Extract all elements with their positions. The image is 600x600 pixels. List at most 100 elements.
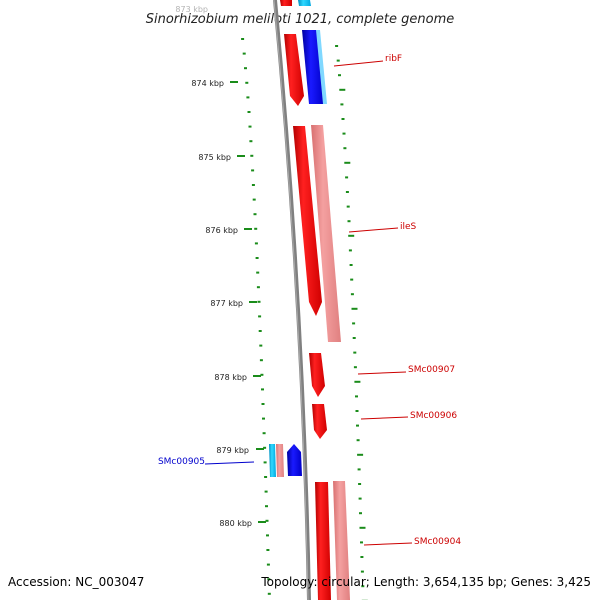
major-tick (253, 375, 261, 377)
kbp-label: 877 kbp (210, 299, 243, 308)
outer-minor-tick (339, 88, 346, 91)
kbp-axis: 873 kbp 874 kbp 875 kbp 876 kbp 877 kbp … (175, 5, 266, 528)
SMc00907-label[interactable]: SMc00907 (408, 365, 455, 375)
minor-tick (257, 300, 261, 303)
minor-tick (248, 125, 252, 128)
SMc00904-label[interactable]: SMc00904 (414, 537, 461, 547)
kbp-label: 880 kbp (219, 519, 252, 528)
gene-SMc00907[interactable] (309, 353, 325, 397)
ribF-connector (333, 60, 384, 67)
SMc00906-connector (360, 416, 409, 420)
minor-tick (249, 140, 253, 143)
minor-tick (251, 184, 255, 186)
gene-SMc00904[interactable] (315, 481, 350, 600)
SMc00906-label[interactable]: SMc00906 (410, 411, 457, 421)
outer-minor-tick (352, 322, 356, 325)
minor-tick (265, 505, 268, 508)
ileS-label[interactable]: ileS (400, 222, 417, 232)
outer-minor-tick (353, 351, 357, 354)
minor-tick (266, 534, 269, 537)
outer-minor-tick (357, 453, 364, 456)
outer-minor-tick (336, 59, 340, 62)
major-tick (237, 155, 245, 157)
outer-minor-tick (356, 424, 359, 427)
outer-minor-tick (358, 483, 362, 485)
minor-tick (241, 38, 245, 40)
minor-tick (242, 52, 246, 55)
minor-tick (264, 476, 268, 478)
minor-tick (251, 169, 255, 172)
outer-minor-tick (353, 366, 357, 369)
outer-minor-tick (359, 526, 366, 529)
minor-tick (247, 111, 251, 113)
gene-ileS[interactable] (293, 125, 341, 342)
gene-ribF[interactable] (284, 30, 327, 106)
major-tick (256, 448, 264, 450)
major-tick (244, 228, 252, 230)
outer-minor-tick (350, 278, 354, 281)
outer-minor-tick (356, 439, 360, 442)
minor-tick (263, 446, 267, 449)
outer-minor-tick (341, 118, 345, 120)
minor-tick (267, 592, 271, 595)
outer-minor-tick (346, 205, 350, 208)
minor-tick (262, 417, 265, 420)
outer-minor-tick (355, 395, 358, 398)
major-tick (249, 301, 257, 303)
outer-minor-tick (342, 132, 346, 135)
minor-tick (254, 242, 258, 245)
minor-tick (250, 154, 254, 157)
SMc00907-connector (357, 371, 407, 375)
outer-minor-tick (347, 220, 351, 223)
gene-top-partial (280, 0, 311, 6)
SMc00905-label[interactable]: SMc00905 (158, 457, 205, 467)
minor-tick (266, 563, 270, 566)
outer-minor-tick (349, 264, 353, 266)
ribF-label[interactable]: ribF (385, 54, 402, 64)
minor-tick (263, 461, 267, 464)
outer-minor-tick (355, 410, 359, 412)
minor-tick (253, 213, 257, 216)
SMc00904-connector (363, 542, 413, 546)
outer-minor-tick (360, 541, 363, 544)
minor-tick (260, 373, 264, 376)
outer-minor-tick (359, 512, 362, 515)
tick-track (241, 38, 271, 595)
major-tick (230, 81, 238, 83)
outer-minor-tick (335, 45, 339, 47)
minor-tick (254, 227, 258, 230)
outer-tick-track (335, 45, 368, 600)
outer-minor-tick (360, 570, 364, 573)
minor-tick (244, 67, 247, 70)
minor-tick (258, 315, 262, 318)
kbp-label: 878 kbp (214, 373, 247, 382)
topology-text: Topology: circular; Length: 3,654,135 bp… (260, 575, 591, 589)
minor-tick (266, 549, 270, 551)
outer-minor-tick (348, 234, 355, 237)
minor-tick (261, 388, 264, 391)
minor-tick (264, 490, 268, 493)
genome-backbone-highlight (273, 0, 309, 600)
minor-tick (265, 519, 269, 522)
outer-minor-tick (351, 307, 358, 310)
outer-minor-tick (338, 74, 341, 77)
minor-tick (256, 286, 260, 289)
ileS-connector (348, 227, 399, 233)
outer-minor-tick (350, 293, 354, 296)
minor-tick (255, 257, 259, 259)
minor-tick (252, 198, 256, 201)
gene-labels: ribF ileS SMc00907 SMc00906 SMc00905 SMc… (158, 54, 461, 547)
minor-tick (245, 81, 249, 84)
outer-minor-tick (354, 380, 361, 383)
gene-SMc00905[interactable] (269, 444, 302, 477)
outer-minor-tick (358, 497, 362, 500)
minor-tick (267, 578, 271, 581)
outer-minor-tick (352, 337, 356, 339)
minor-tick (259, 344, 263, 347)
outer-minor-tick (361, 585, 365, 588)
accession-text: Accession: NC_003047 (8, 575, 144, 589)
SMc00905-connector (204, 461, 255, 465)
outer-minor-tick (344, 161, 351, 164)
gene-SMc00906[interactable] (312, 404, 327, 439)
